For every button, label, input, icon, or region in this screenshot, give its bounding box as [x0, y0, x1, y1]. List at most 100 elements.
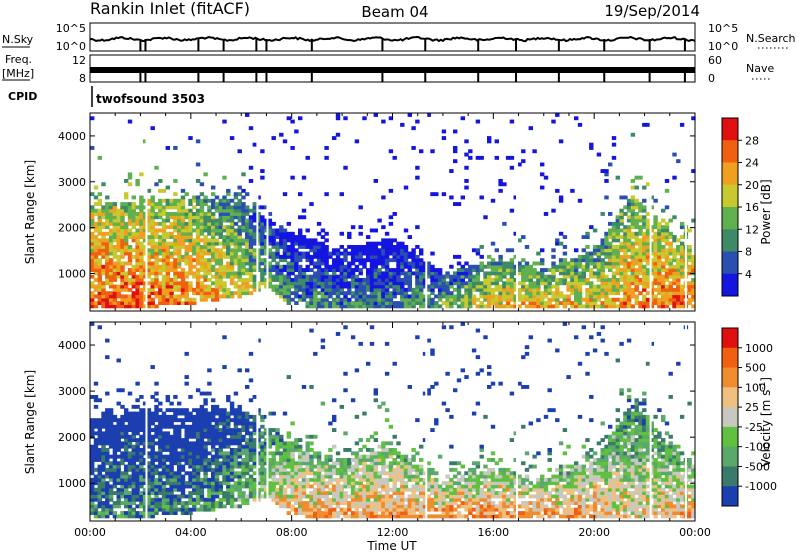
- velocity-cell: [93, 404, 99, 409]
- velocity-cell: [169, 421, 174, 426]
- velocity-cell: [177, 454, 182, 459]
- velocity-cell: [124, 471, 129, 476]
- power-cell: [161, 297, 167, 302]
- velocity-cell: [222, 471, 227, 476]
- velocity-cell: [131, 418, 136, 423]
- power-cell: [638, 248, 643, 253]
- velocity-cell: [222, 454, 227, 459]
- velocity-cell: [184, 501, 189, 505]
- velocity-cell: [248, 487, 254, 492]
- velocity-cell: [154, 504, 159, 509]
- power-cell: [464, 271, 469, 276]
- power-cell: [354, 304, 360, 309]
- power-cell: [199, 254, 205, 259]
- velocity-cell: [294, 484, 299, 489]
- power-colorbar-swatch: [722, 273, 738, 297]
- velocity-cell: [188, 491, 193, 495]
- power-cell: [358, 261, 363, 266]
- power-cell: [483, 304, 488, 309]
- power-cell: [574, 291, 579, 296]
- power-cell: [105, 291, 110, 296]
- velocity-cell: [203, 501, 208, 505]
- power-cell: [339, 291, 344, 296]
- power-cell: [154, 182, 159, 187]
- velocity-cell: [263, 491, 269, 495]
- power-cell: [691, 278, 696, 282]
- power-cell: [324, 268, 329, 272]
- power-cell: [237, 238, 242, 243]
- velocity-cell: [271, 454, 276, 459]
- velocity-cell: [169, 401, 174, 406]
- velocity-cell: [298, 458, 303, 462]
- power-cell: [267, 212, 273, 216]
- velocity-cell: [108, 428, 114, 432]
- power-cell: [555, 287, 560, 292]
- power-cell: [645, 297, 651, 302]
- power-cell: [453, 254, 458, 259]
- power-cell: [207, 258, 212, 263]
- power-cell: [623, 278, 628, 282]
- velocity-cell: [124, 411, 129, 416]
- velocity-cell: [90, 461, 95, 466]
- power-cell: [222, 119, 227, 124]
- power-cell: [256, 238, 261, 243]
- power-cell: [313, 274, 318, 279]
- power-cell: [377, 274, 382, 279]
- power-cell: [324, 146, 329, 150]
- power-cell: [275, 261, 280, 266]
- power-cell: [263, 225, 269, 230]
- power-cell: [687, 254, 692, 259]
- power-cell: [611, 274, 617, 279]
- power-cell: [324, 264, 329, 269]
- power-cell: [483, 291, 488, 296]
- power-cell: [441, 278, 447, 282]
- power-cell: [139, 221, 144, 226]
- power-cell: [222, 254, 227, 259]
- velocity-cell: [112, 461, 118, 466]
- velocity-cell: [256, 438, 261, 442]
- power-cell: [358, 258, 363, 263]
- power-cell: [596, 264, 602, 269]
- velocity-cell: [252, 471, 257, 476]
- power-cell: [679, 304, 685, 309]
- velocity-cell: [199, 491, 205, 495]
- power-cell: [657, 268, 662, 272]
- velocity-cell: [214, 428, 220, 432]
- power-cell: [282, 251, 288, 256]
- power-cell: [540, 271, 545, 276]
- power-cell: [267, 228, 273, 233]
- power-cell: [377, 294, 382, 299]
- power-cell: [676, 284, 681, 289]
- power-cell: [93, 268, 99, 272]
- power-cell: [105, 254, 110, 259]
- power-cell: [90, 231, 95, 236]
- power-cell: [494, 304, 499, 309]
- power-cell: [596, 304, 602, 309]
- velocity-cell: [282, 461, 288, 466]
- power-cell: [634, 238, 639, 243]
- velocity-cell: [135, 481, 140, 486]
- power-cell: [195, 245, 201, 249]
- velocity-cell: [282, 504, 288, 509]
- power-cell: [229, 215, 235, 220]
- velocity-cell: [229, 418, 235, 423]
- velocity-cell: [192, 431, 197, 436]
- power-cell: [558, 278, 564, 282]
- power-cell: [93, 294, 99, 299]
- power-cell: [483, 287, 488, 292]
- power-cell: [381, 284, 386, 289]
- power-cell: [165, 284, 170, 289]
- power-cell: [403, 274, 409, 279]
- power-cell: [90, 116, 95, 121]
- power-cell: [146, 264, 152, 269]
- velocity-cell: [207, 381, 212, 386]
- power-cell: [127, 182, 133, 187]
- velocity-cell: [150, 395, 155, 399]
- velocity-cell: [192, 464, 197, 469]
- power-cell: [245, 208, 250, 213]
- power-cell: [332, 304, 337, 309]
- power-cell: [528, 301, 533, 305]
- power-cell: [150, 228, 155, 233]
- power-cell: [615, 251, 620, 256]
- power-cell: [562, 268, 568, 272]
